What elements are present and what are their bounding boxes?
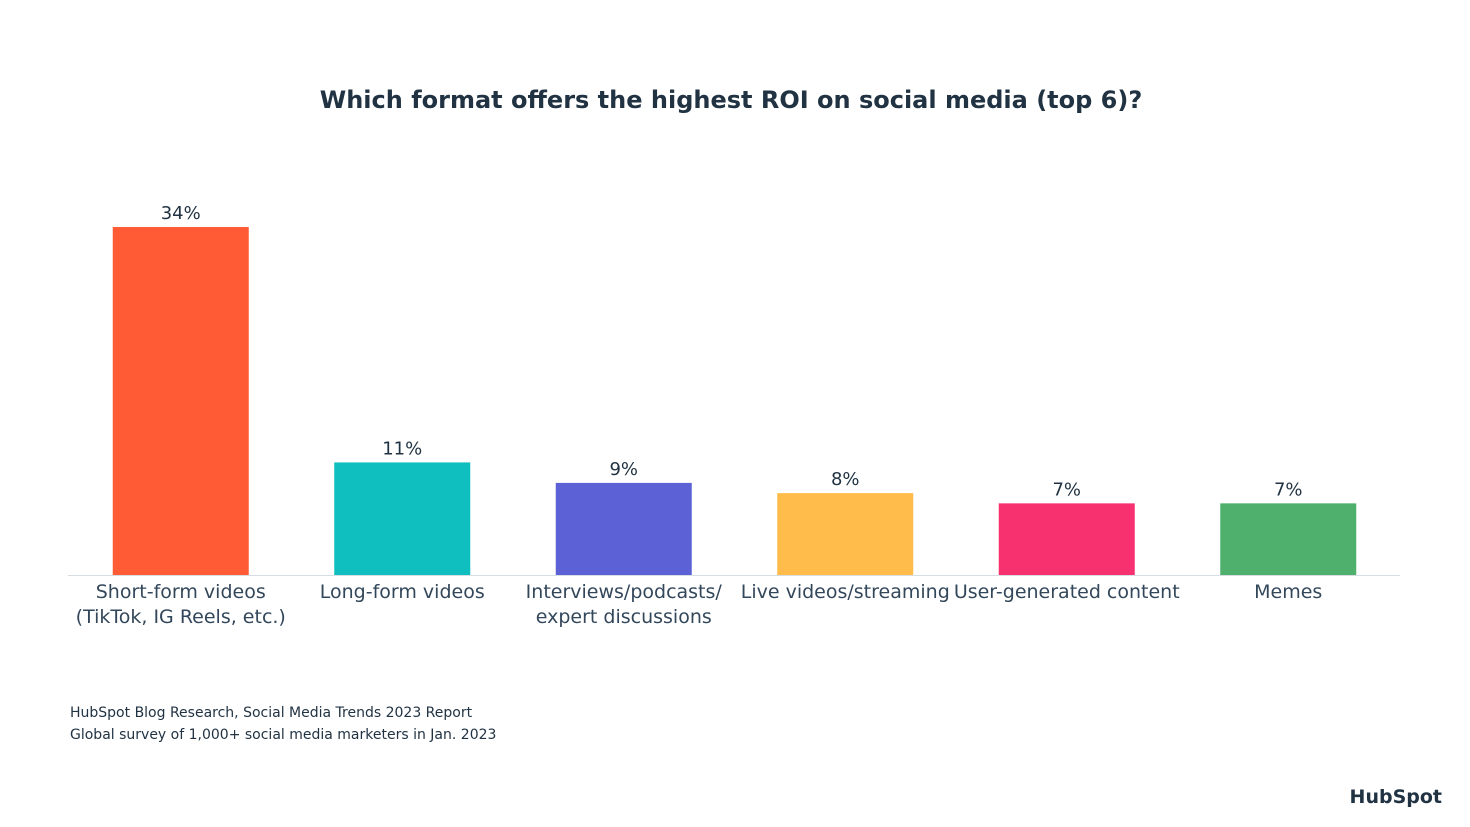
x-tick-label: User-generated content xyxy=(953,581,1180,603)
value-label: 8% xyxy=(831,469,860,490)
x-tick-label: Memes xyxy=(1254,581,1323,603)
x-tick-label: Interviews/podcasts/ expert discussions xyxy=(525,581,722,628)
logo: HubSpot xyxy=(1349,786,1442,808)
value-label: 7% xyxy=(1274,479,1303,500)
bar xyxy=(334,462,471,575)
value-label: 11% xyxy=(382,438,422,459)
bar xyxy=(112,227,249,575)
x-tick-label: Live videos/streaming xyxy=(740,581,950,603)
x-tick-label: Long-form videos xyxy=(319,581,485,603)
value-label: 9% xyxy=(609,459,638,480)
source-line: Global survey of 1,000+ social media mar… xyxy=(70,727,497,743)
value-label: 34% xyxy=(161,203,201,224)
x-tick-label: Short-form videos (TikTok, IG Reels, etc… xyxy=(75,581,286,628)
bar xyxy=(777,493,914,575)
source-line: HubSpot Blog Research, Social Media Tren… xyxy=(70,705,473,721)
bar xyxy=(998,503,1135,575)
chart-title: Which format offers the highest ROI on s… xyxy=(320,86,1143,114)
value-label: 7% xyxy=(1052,479,1081,500)
bar xyxy=(555,482,692,575)
bar xyxy=(1220,503,1357,575)
